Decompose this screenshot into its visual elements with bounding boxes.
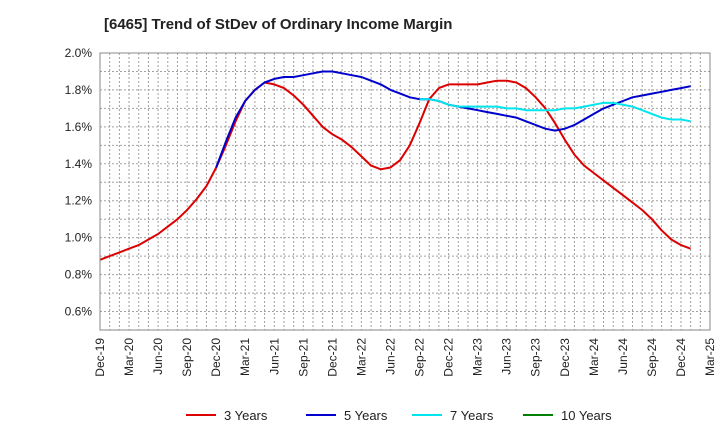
y-tick-label: 1.4% (65, 157, 93, 171)
y-tick-label: 2.0% (65, 46, 93, 60)
x-tick-label: Dec-22 (442, 338, 456, 377)
x-tick-label: Jun-22 (383, 338, 397, 375)
series-line-7-years (419, 98, 691, 123)
grid (100, 53, 710, 330)
legend-label: 3 Years (224, 408, 268, 423)
x-tick-label: Dec-21 (325, 338, 339, 377)
x-tick-label: Sep-24 (645, 338, 659, 377)
x-tick-label: Sep-20 (180, 338, 194, 377)
x-tick-label: Dec-23 (558, 338, 572, 377)
legend: 3 Years 5 Years 7 Years 10 Years (186, 408, 612, 423)
series-line-3-years (99, 79, 691, 261)
x-tick-label: Jun-24 (616, 338, 630, 375)
x-tick-label: Mar-24 (587, 338, 601, 376)
y-tick-label: 1.6% (65, 120, 93, 134)
x-tick-label: Mar-25 (703, 338, 717, 376)
x-tick-label: Sep-21 (296, 338, 310, 377)
x-tick-label: Mar-22 (354, 338, 368, 376)
y-tick-label: 1.0% (65, 231, 93, 245)
legend-label: 7 Years (450, 408, 494, 423)
x-tick-label: Jun-23 (500, 338, 514, 375)
x-tick-label: Mar-20 (122, 338, 136, 376)
x-tick-label: Mar-21 (238, 338, 252, 376)
legend-label: 5 Years (344, 408, 388, 423)
x-axis-ticks: Dec-19 Mar-20 Jun-20 Sep-20 Dec-20 Mar-21 Jun-… (93, 338, 717, 377)
x-tick-label: Jun-20 (151, 338, 165, 375)
x-tick-label: Sep-23 (529, 338, 543, 377)
y-tick-label: 1.8% (65, 83, 93, 97)
y-tick-label: 1.2% (65, 194, 93, 208)
chart-title: [6465] Trend of StDev of Ordinary Income… (104, 16, 452, 33)
y-tick-label: 0.8% (65, 268, 93, 282)
y-tick-label: 0.6% (65, 305, 93, 319)
plot-border (99, 52, 711, 331)
y-axis-ticks: 0.6% 0.8% 1.0% 1.2% 1.4% 1.6% 1.8% 2.0% (65, 46, 93, 319)
x-tick-label: Mar-23 (471, 338, 485, 376)
x-tick-label: Jun-21 (267, 338, 281, 375)
series-lines (99, 70, 691, 261)
x-tick-label: Dec-20 (209, 338, 223, 377)
legend-label: 10 Years (561, 408, 612, 423)
x-tick-label: Dec-24 (674, 338, 688, 377)
x-tick-label: Sep-22 (413, 338, 427, 377)
x-tick-label: Dec-19 (93, 338, 107, 377)
